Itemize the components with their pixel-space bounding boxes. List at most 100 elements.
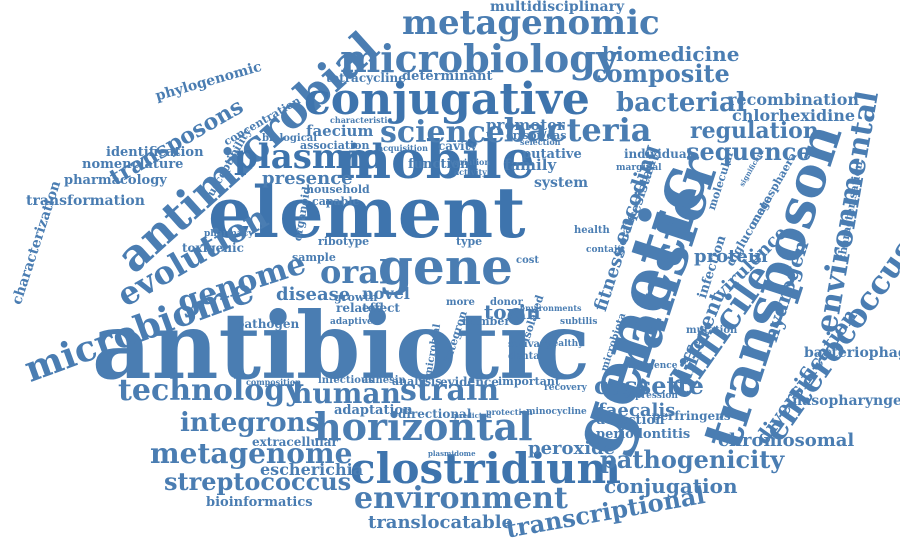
word-putative: putative — [522, 147, 582, 162]
word-characteristic: characteristic — [330, 115, 393, 125]
word-predicted: predicted — [454, 411, 492, 420]
word-integrons: integrons — [180, 408, 321, 438]
word-transformation: transformation — [26, 193, 145, 209]
word-sequence: sequence — [686, 137, 812, 166]
word-oral: oral — [320, 253, 392, 291]
word-individual: individual — [624, 147, 692, 161]
word-mutation: mutation — [686, 325, 738, 336]
word-perfringens: perfringens — [652, 409, 731, 423]
word-environments: environments — [520, 303, 582, 313]
word-cassette: cassette — [594, 371, 704, 400]
word-donor: donor — [490, 297, 523, 308]
word-metagenome: metagenome — [150, 437, 353, 470]
word-bacteria: bacteria — [504, 111, 652, 149]
word-ribotype: ribotype — [318, 235, 370, 248]
word-horizontal: horizontal — [314, 404, 533, 449]
word-household: household — [306, 183, 370, 196]
word-clostridium: clostridium — [350, 444, 621, 493]
word-promoter: promoter — [486, 116, 565, 134]
word-directional: directional — [398, 407, 472, 421]
word-extracellular: extracellular — [252, 435, 338, 449]
word-metagenomic: metagenomic — [402, 3, 660, 43]
word-conjugative: conjugative — [304, 74, 590, 125]
word-capable: capable — [312, 195, 360, 208]
word-type: type — [456, 235, 483, 248]
word-composite: composite — [592, 59, 730, 88]
word-microbiology: microbiology — [340, 36, 618, 81]
word-effect: effect — [362, 301, 400, 315]
word-conjugation: conjugation — [604, 474, 738, 498]
word-adhesin: adhesin — [362, 375, 406, 386]
word-escherichia: escherichia — [260, 460, 364, 479]
word-protein: protein — [694, 246, 768, 267]
word-biological: biological — [262, 133, 318, 144]
word-composition: composition — [246, 377, 302, 387]
word-selection: selection — [520, 137, 561, 147]
word-recovery: recovery — [544, 383, 587, 393]
word-sample: sample — [292, 251, 336, 264]
word-chromosomal: chromosomal — [718, 430, 855, 451]
word-tetracycline: tetracycline — [326, 71, 406, 85]
word-adaptive: adaptive — [330, 317, 373, 327]
word-related: related — [336, 301, 384, 315]
word-plasmid: plasmid — [234, 137, 385, 177]
word-analysis: analysis — [392, 375, 442, 388]
word-healthy: healthy — [546, 339, 584, 349]
word-contain: contain — [586, 245, 624, 255]
word-toxigenic: toxigenic — [182, 241, 244, 255]
word-faecium: faecium — [306, 122, 374, 140]
word-infectious: infectious — [318, 375, 374, 386]
word-emergence: emergence — [622, 361, 678, 371]
word-minocycline: minocycline — [526, 407, 587, 417]
word-toxin: toxin — [484, 300, 541, 324]
word-translocatable: translocatable — [368, 512, 514, 533]
word-nomenclature: nomenclature — [82, 157, 184, 172]
word-number: number — [462, 315, 511, 328]
word-peroxide: peroxide — [528, 438, 616, 459]
word-adaptation: adaptation — [334, 403, 413, 418]
word-determinant: determinant — [402, 69, 493, 84]
word-system: system — [534, 175, 589, 191]
word-regulation: regulation — [690, 118, 819, 144]
word-cavity: cavity — [438, 139, 478, 153]
word-faecalis: faecalis — [598, 400, 676, 421]
word-mobile: mobile — [336, 130, 535, 191]
word-pharmacy: pharmacy — [204, 229, 254, 239]
word-identification: identification — [106, 145, 204, 160]
word-technology: technology — [118, 373, 303, 408]
word-recombination: recombination — [728, 90, 859, 109]
word-variation: variation — [450, 157, 491, 167]
word-health: health — [574, 225, 610, 236]
word-human: human — [292, 377, 401, 410]
word-plasmidome: plasmidome — [428, 449, 476, 458]
word-pathogen: pathogen — [236, 317, 300, 331]
word-bacteriophage: bacteriophage — [804, 345, 900, 361]
word-marginal: marginal — [616, 163, 662, 173]
word-biomedicine: biomedicine — [602, 42, 740, 66]
word-pathogenicity: pathogenicity — [600, 445, 785, 474]
word-disease: disease — [276, 284, 351, 305]
word-nasopharyngeal: nasopharyngeal — [792, 393, 900, 409]
word-family: family — [504, 156, 557, 174]
word-growth: growth — [334, 291, 378, 304]
word-presence: presence — [262, 168, 353, 189]
word-crispr-cas: crispr/cas — [506, 129, 567, 142]
word-multidisciplinary: multidisciplinary — [490, 0, 625, 15]
word-streptococcus: streptococcus — [164, 467, 352, 496]
word-protection: protection — [486, 407, 533, 417]
word-detection: detection — [596, 413, 665, 428]
word-phylogenomic: phylogenomic — [153, 58, 264, 105]
word-subtilis: subtilis — [560, 317, 598, 327]
word-chlorhexidine: chlorhexidine — [732, 106, 856, 125]
word-environment: environment — [354, 481, 568, 516]
word-pharmacology: pharmacology — [64, 173, 167, 188]
word-salivary: salivary — [508, 339, 552, 350]
word-association: association — [300, 139, 370, 152]
word-expression: expression — [624, 391, 678, 401]
word-evidence: evidence — [440, 375, 499, 389]
word-function: function — [408, 157, 470, 172]
word-bacterial: bacterial — [616, 88, 746, 118]
word-gene: gene — [378, 237, 513, 296]
word-important: important — [498, 375, 560, 388]
